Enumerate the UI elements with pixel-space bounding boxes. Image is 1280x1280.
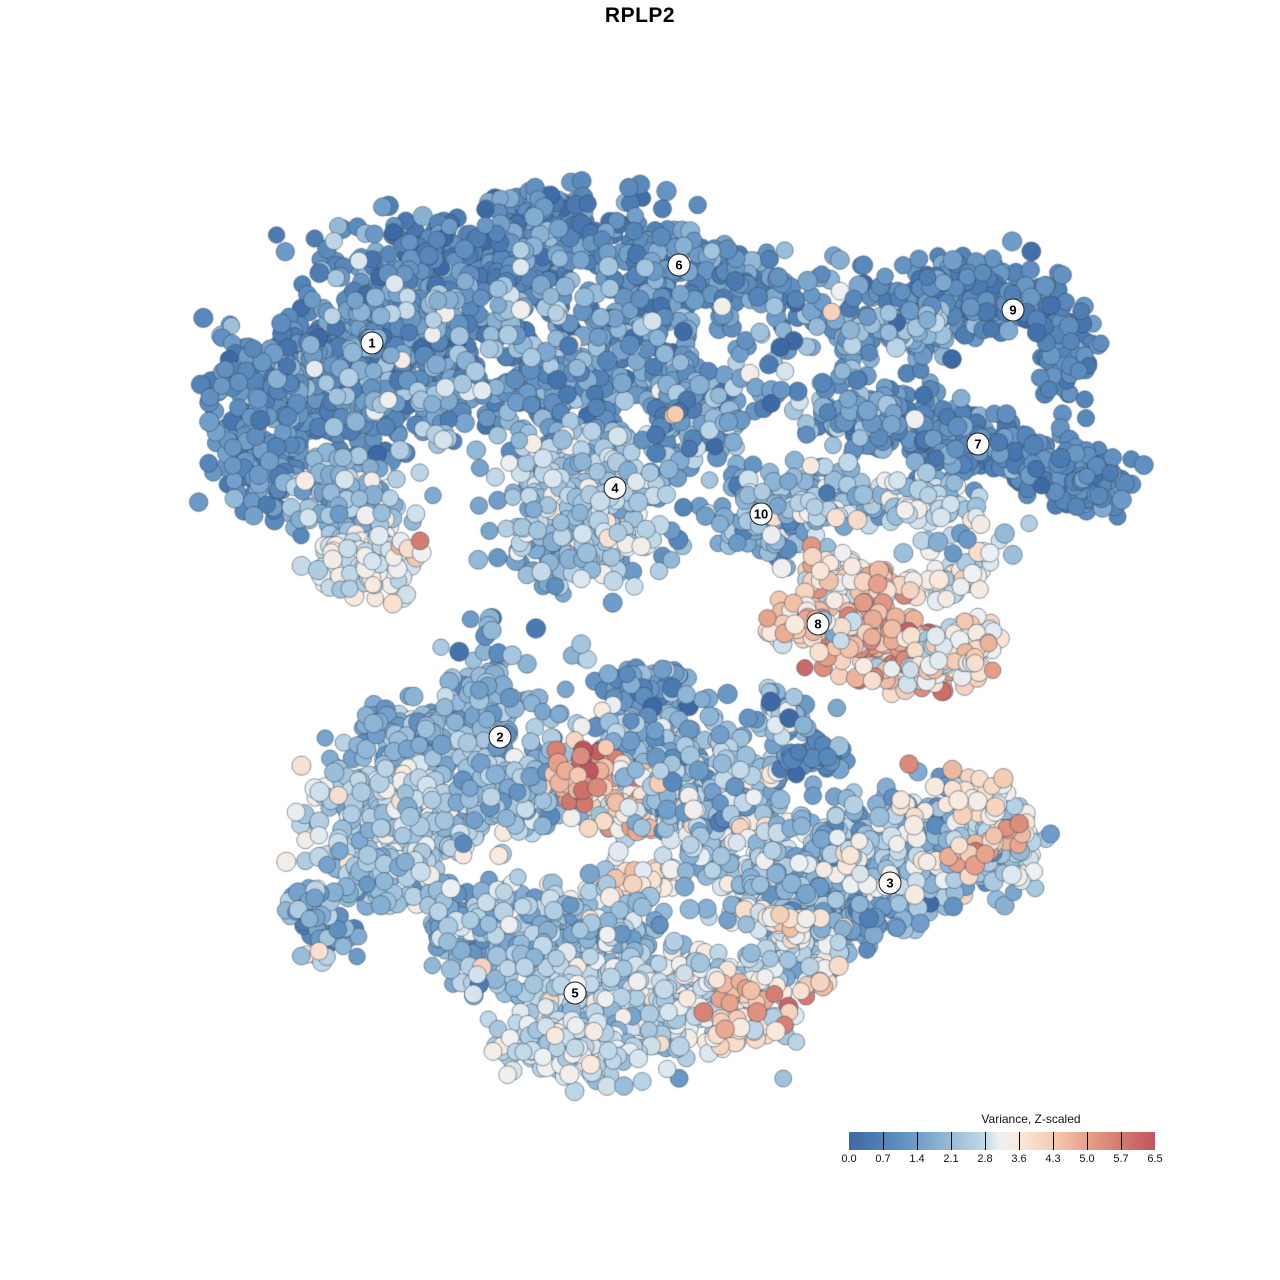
legend-tick-3 — [951, 1132, 952, 1150]
legend-tick-1 — [882, 1132, 884, 1150]
legend-tick-label-2.8: 2.8 — [977, 1153, 993, 1165]
legend-tick-8 — [1120, 1132, 1122, 1150]
legend-tick-label-5.0: 5.0 — [1079, 1153, 1095, 1165]
legend-tick-label-4.3: 4.3 — [1045, 1153, 1061, 1165]
legend-tick-label-0.7: 0.7 — [875, 1153, 891, 1165]
legend-title: Variance, Z-scaled — [981, 1112, 1081, 1126]
legend-tick-label-3.6: 3.6 — [1011, 1153, 1027, 1165]
chart-title: RPLP2 — [604, 4, 676, 27]
legend-tick-label-6.5: 6.5 — [1147, 1153, 1163, 1165]
legend-colorbar — [849, 1132, 1155, 1150]
legend-tick-label-0.0: 0.0 — [841, 1153, 857, 1165]
legend-tick-2 — [916, 1132, 918, 1150]
legend-tick-labels: 0.0 0.7 1.4 2.1 2.8 3.6 4.3 5.0 5.7 6.5 — [841, 1153, 1162, 1167]
legend: Variance, Z-scaled 0.0 0.7 1.4 2.1 2.8 3.6 4.3… — [841, 1112, 1162, 1167]
legend-tick-label-1.4: 1.4 — [909, 1153, 925, 1165]
legend-tick-label-5.7: 5.7 — [1113, 1153, 1129, 1165]
legend-tick-6 — [1053, 1132, 1054, 1150]
legend-tick-5 — [1019, 1132, 1020, 1150]
legend-tick-4 — [984, 1132, 986, 1150]
legend-tick-label-2.1: 2.1 — [943, 1153, 959, 1165]
legend-tick-7 — [1087, 1132, 1088, 1150]
